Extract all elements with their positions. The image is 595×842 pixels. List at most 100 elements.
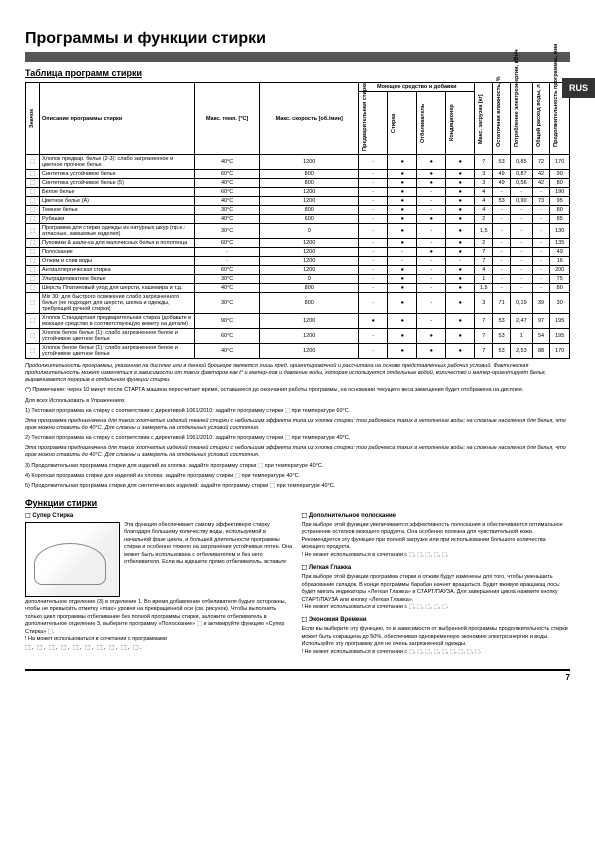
notes-sub1: Эта программа предназначена для таких хл… — [25, 418, 570, 432]
hdr-wash: Стирка — [390, 93, 398, 153]
table-cell: 53 — [493, 329, 511, 344]
table-cell: Хлопок Стандартная предварительная стирк… — [40, 314, 195, 329]
func-super-text2: дополнительное отделение (3) в отделение… — [25, 599, 286, 635]
notes-n3: 4) Короткая программа стирки для изделий… — [25, 473, 570, 480]
table-cell: ● — [417, 179, 446, 188]
table-cell: - — [359, 239, 388, 248]
table-cell: 40°C — [195, 197, 260, 206]
notes-i0: (*) Примечание: через 10 минут после СТА… — [25, 387, 570, 394]
table-cell: - — [493, 257, 511, 266]
table-cell: - — [493, 275, 511, 284]
table-cell: Темное белье — [40, 206, 195, 215]
table-cell: 130 — [550, 224, 570, 239]
table-cell: 16 — [550, 257, 570, 266]
table-cell: 54 — [532, 329, 550, 344]
table-cell: Хлопок предвар. белье (2-3): слабо загря… — [40, 155, 195, 170]
table-cell: ⬚ — [26, 224, 40, 239]
hdr-bleach: Отбеливатель — [419, 93, 427, 153]
table-cell: ● — [446, 329, 475, 344]
table-cell: 1200 — [260, 257, 359, 266]
table-cell: 4 — [475, 266, 493, 275]
table-cell: ● — [446, 344, 475, 359]
table-cell: Белое белье — [40, 188, 195, 197]
table-cell: - — [388, 257, 417, 266]
table-cell: ⬚ — [26, 197, 40, 206]
table-cell: 97 — [532, 314, 550, 329]
table-cell: - — [511, 215, 533, 224]
table-cell: 7 — [475, 248, 493, 257]
table-row: ⬚Шерсть Платиновый уход для шерсти, каше… — [26, 284, 570, 293]
table-cell: - — [493, 266, 511, 275]
table-cell: ● — [417, 170, 446, 179]
table-cell: Синтетика устойчивое белье (5) — [40, 179, 195, 188]
table-cell: - — [532, 275, 550, 284]
table-cell: - — [417, 314, 446, 329]
table-cell: - — [417, 293, 446, 314]
table-cell: ● — [446, 284, 475, 293]
notes-n2: 3) Продолжительная программа стирки для … — [25, 463, 570, 470]
table-cell: ⬚ — [26, 266, 40, 275]
table-cell: 1200 — [260, 155, 359, 170]
table-cell: 170 — [550, 344, 570, 359]
title-bar — [25, 52, 570, 62]
table-cell: ⬚ — [26, 170, 40, 179]
table-cell: - — [359, 248, 388, 257]
table-cell: 3 — [475, 293, 493, 314]
table-cell: ● — [446, 293, 475, 314]
table-cell: 49 — [493, 170, 511, 179]
table-cell: 4 — [475, 197, 493, 206]
table-cell: Синтетика устойчивое белье — [40, 170, 195, 179]
table-cell: 190 — [550, 188, 570, 197]
table-cell: 0,87 — [511, 170, 533, 179]
table-cell: - — [359, 344, 388, 359]
table-cell: 88 — [532, 344, 550, 359]
table-cell: - — [359, 206, 388, 215]
table-cell: 800 — [260, 293, 359, 314]
table-cell: - — [195, 257, 260, 266]
func-ei-name: ⬚ Легкая Глажка — [302, 564, 571, 572]
table-cell: ⬚ — [26, 188, 40, 197]
table-row: ⬚Антиаллергическая стирка60°C1200-●-●4--… — [26, 266, 570, 275]
table-cell: ● — [388, 206, 417, 215]
table-cell: - — [417, 284, 446, 293]
table-cell: ● — [359, 314, 388, 329]
table-row: ⬚Mix 30: для быстрого освежения слабо за… — [26, 293, 570, 314]
table-cell: 49 — [550, 248, 570, 257]
func-er-incompat: ! Не может использоваться в сочетании с … — [302, 552, 571, 559]
notes-sub2: Эта программа предназначена для таких хл… — [25, 445, 570, 459]
table-cell: Mix 30: для быстрого освежения слабо заг… — [40, 293, 195, 314]
table-cell: 1 — [511, 329, 533, 344]
footer-rule — [25, 669, 570, 671]
table-cell: - — [511, 188, 533, 197]
table-subtitle: Таблица программ стирки — [25, 68, 570, 78]
table-row: ⬚Полоскание-1200--●●7---49 — [26, 248, 570, 257]
table-row: ⬚Хлопок белое белье (1): слабо загрязнен… — [26, 329, 570, 344]
table-cell: 60°C — [195, 170, 260, 179]
table-cell: Программа для стирки одежды из натурных … — [40, 224, 195, 239]
table-cell: - — [532, 266, 550, 275]
table-cell: 7 — [475, 257, 493, 266]
table-cell: ● — [388, 329, 417, 344]
table-cell: ● — [446, 170, 475, 179]
table-cell: Антиаллергическая стирка — [40, 266, 195, 275]
functions-title: Функции стирки — [25, 498, 570, 508]
table-cell: - — [359, 179, 388, 188]
table-cell: 75 — [550, 275, 570, 284]
hdr-speed: Макс. скорость [об./мин] — [262, 116, 356, 122]
table-cell: 2,53 — [511, 344, 533, 359]
table-cell: 53 — [493, 314, 511, 329]
table-cell: Пуховики & шале-ка для малочисных белья … — [40, 239, 195, 248]
table-cell: 40°C — [195, 179, 260, 188]
table-row: ⬚Хлопок белое белье (1): слабо загрязнен… — [26, 344, 570, 359]
table-cell: - — [532, 215, 550, 224]
table-cell: 60°C — [195, 188, 260, 197]
table-cell: 60°C — [195, 239, 260, 248]
table-cell: - — [359, 215, 388, 224]
table-cell: - — [359, 155, 388, 170]
table-cell: ⬚ — [26, 215, 40, 224]
table-cell: - — [511, 284, 533, 293]
notes-n0: 1) Тестовая программа на стирку с соотве… — [25, 408, 570, 415]
hdr-prewash: Предварительная стирка — [361, 93, 369, 153]
table-cell: ● — [446, 224, 475, 239]
table-cell: 40°C — [195, 155, 260, 170]
